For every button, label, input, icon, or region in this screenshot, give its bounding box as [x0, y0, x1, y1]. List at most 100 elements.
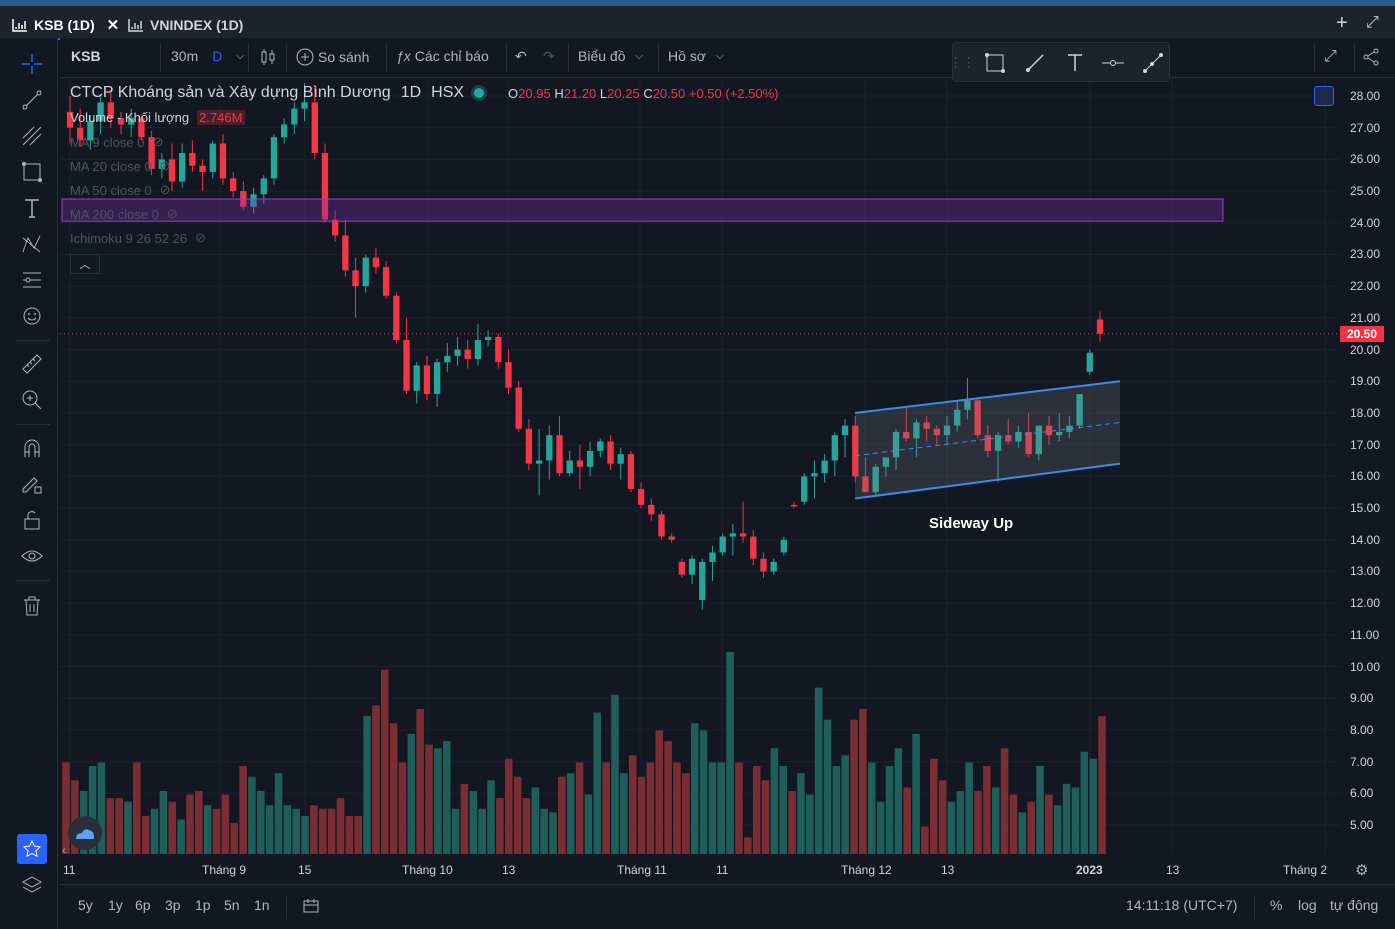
candle-body [342, 235, 349, 271]
magnet-tool[interactable] [20, 436, 44, 460]
legend-ma50[interactable]: MA 50 close 0 ⊘ [70, 182, 171, 198]
candle-body [892, 431, 900, 458]
legend-ma9[interactable]: MA 9 close 0 ⊘ [70, 134, 163, 150]
tab-label: VNINDEX (1D) [150, 17, 244, 33]
drag-handle-icon[interactable]: ⋮⋮ [949, 55, 975, 70]
candle-body [128, 118, 135, 125]
symbol-search[interactable]: KSB [71, 48, 101, 64]
price-axis[interactable]: 28.00 27.00 26.00 25.00 24.00 23.00 22.00 21.00… [1340, 78, 1395, 854]
pattern-tool[interactable] [20, 232, 44, 256]
volume-bar [921, 826, 929, 854]
volume-bar [381, 669, 389, 854]
line-draw-button[interactable] [1023, 51, 1047, 75]
chevron-left-icon[interactable]: ‹ [62, 845, 66, 857]
indicators-button[interactable]: ƒx Các chỉ báo [396, 48, 489, 64]
clock-time[interactable]: 14:11:18 (UTC+7) [1126, 897, 1238, 913]
goto-date-button[interactable] [302, 897, 320, 918]
favorites-button[interactable] [17, 834, 47, 864]
volume-bar [991, 787, 1000, 854]
delete-tool[interactable] [20, 594, 44, 618]
volume-bar [345, 815, 354, 854]
shape-tool[interactable] [20, 160, 44, 184]
company-name[interactable]: CTCP Khoáng sản và Xây dựng Bình Dương [70, 84, 391, 101]
text-tool[interactable] [20, 196, 44, 220]
candle-body [872, 466, 879, 493]
price-tick-label: 16.00 [1350, 469, 1381, 484]
chart-icon [12, 19, 27, 32]
zoom-tool[interactable] [20, 388, 44, 412]
range-1d[interactable]: 1n [254, 897, 270, 913]
candle-body [546, 435, 553, 461]
percent-toggle[interactable]: % [1270, 897, 1283, 913]
legend-volume[interactable]: Volume - Khối lượng 2.746M [70, 110, 245, 125]
divider [658, 44, 659, 72]
candle-body [841, 425, 849, 436]
range-6m[interactable]: 6p [135, 897, 151, 913]
auto-toggle[interactable]: tự động [1330, 897, 1379, 913]
log-toggle[interactable]: log [1298, 897, 1317, 913]
collapse-legend-button[interactable]: ︿ [70, 254, 100, 274]
volume-bar [71, 780, 79, 854]
logo-icon[interactable] [68, 816, 102, 850]
text-draw-button[interactable] [1063, 51, 1087, 75]
rect-draw-button[interactable] [983, 51, 1007, 75]
volume-bar [938, 780, 947, 854]
price-chart[interactable] [60, 78, 1340, 854]
chart-icon [128, 19, 143, 32]
expand-icon[interactable]: ⤢ [1324, 48, 1337, 65]
lock-tool[interactable] [20, 508, 44, 532]
tab-vnindex[interactable]: VNINDEX (1D) [128, 12, 243, 38]
range-1y[interactable]: 1y [108, 897, 123, 913]
gear-icon[interactable]: ⚙ [1355, 862, 1369, 879]
chart-annotation[interactable]: Sideway Up [929, 515, 1014, 532]
fib-tool[interactable] [20, 124, 44, 148]
redo-button[interactable]: ↷ [543, 48, 555, 65]
range-3m[interactable]: 3p [165, 897, 181, 913]
path-draw-button[interactable] [1141, 51, 1165, 75]
share-button[interactable] [1362, 48, 1380, 66]
measure-tool[interactable] [20, 352, 44, 376]
crosshair-tool[interactable] [20, 52, 44, 76]
candle-body [250, 194, 257, 207]
candle-type-button[interactable] [260, 48, 276, 66]
legend-ma20[interactable]: MA 20 close 0 ⊘ [70, 158, 171, 174]
eye-off-icon[interactable]: ⊘ [159, 182, 171, 197]
hide-tool[interactable] [20, 544, 44, 568]
trendline-tool[interactable] [20, 88, 44, 112]
compare-button[interactable]: So sánh [296, 48, 369, 66]
range-5d[interactable]: 5n [224, 897, 240, 913]
volume-bar [1080, 751, 1089, 854]
range-1m[interactable]: 1p [195, 897, 211, 913]
object-tree-tool[interactable] [20, 874, 44, 898]
volume-bar [602, 762, 610, 854]
ma50-label: MA 50 close 0 [70, 182, 152, 198]
eye-off-icon[interactable]: ⊘ [195, 230, 206, 245]
volume-bar [398, 762, 407, 854]
add-tab-icon[interactable]: + [1336, 12, 1348, 34]
eye-off-icon[interactable]: ⊘ [152, 134, 164, 149]
ma200-label: MA 200 close 0 [70, 206, 159, 222]
eye-off-icon[interactable]: ⊘ [159, 158, 171, 173]
fullscreen-icon[interactable]: ⤢ [1366, 14, 1379, 31]
volume-bar [620, 773, 628, 854]
eye-off-icon[interactable]: ⊘ [166, 206, 178, 221]
candles [66, 83, 1104, 610]
emoji-tool[interactable] [20, 304, 44, 328]
draw-mode-tool[interactable] [20, 472, 44, 496]
undo-button[interactable]: ↶ [515, 48, 527, 65]
close-icon[interactable]: ✕ [106, 17, 120, 34]
hline-draw-button[interactable] [1101, 51, 1125, 75]
chart-menu[interactable]: Biểu đồ ⌵ [578, 48, 643, 64]
range-5y[interactable]: 5y [78, 897, 93, 913]
candle-body [821, 460, 828, 474]
interval-selector[interactable]: 30m D ⌵ [171, 48, 244, 64]
volume-bar [646, 762, 655, 854]
legend-ma200[interactable]: MA 200 close 0 ⊘ [70, 206, 178, 222]
legend-ichimoku[interactable]: Ichimoku 9 26 52 26 ⊘ [70, 230, 206, 246]
tab-ksb[interactable]: KSB (1D) ✕ [12, 12, 119, 38]
chevron-down-icon: ⌵ [635, 50, 644, 62]
volume-bar [469, 790, 478, 854]
prediction-tool[interactable] [20, 268, 44, 292]
scale-button[interactable] [1314, 86, 1334, 106]
profile-menu[interactable]: Hồ sơ ⌵ [668, 48, 724, 64]
